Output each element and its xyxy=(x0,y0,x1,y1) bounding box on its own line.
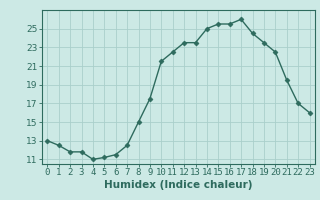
X-axis label: Humidex (Indice chaleur): Humidex (Indice chaleur) xyxy=(104,180,253,190)
